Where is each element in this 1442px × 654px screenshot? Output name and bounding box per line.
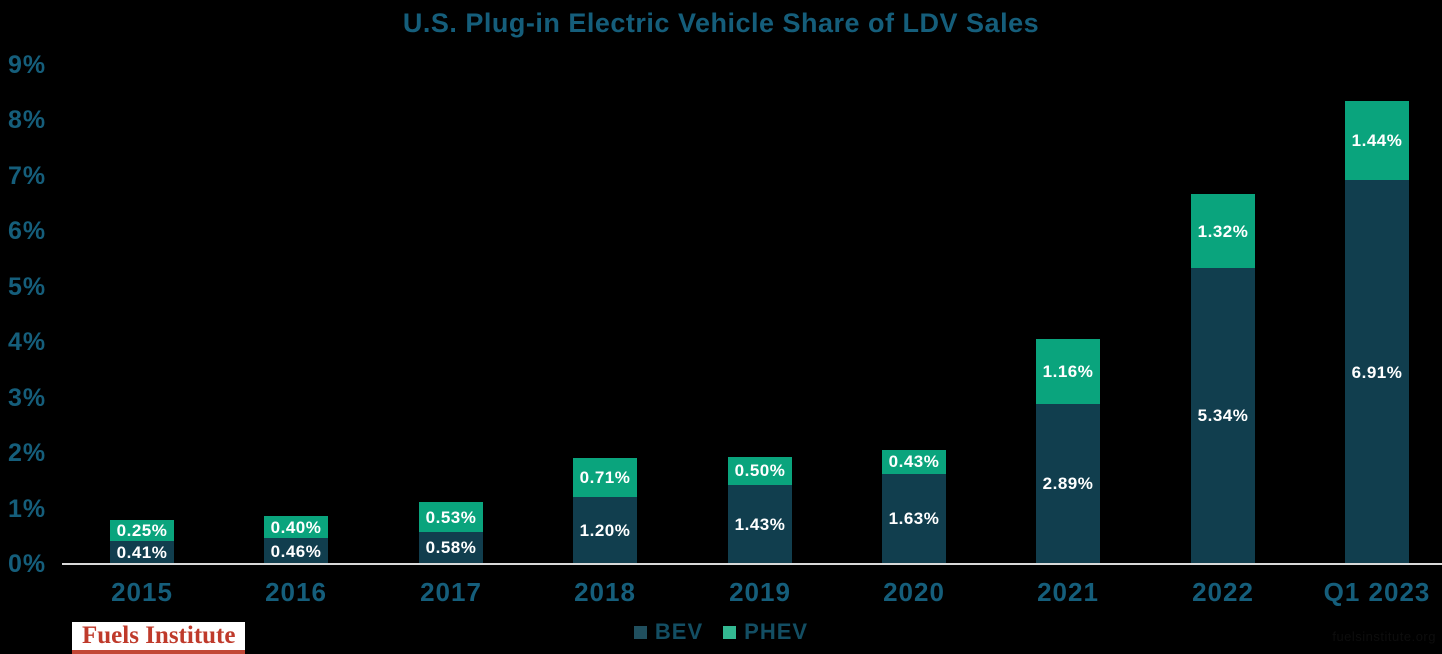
watermark-text: fuelsinstitute.org: [1332, 629, 1436, 644]
y-tick-label: 7%: [8, 161, 47, 190]
bev-data-label: 5.34%: [1191, 405, 1255, 427]
x-tick-label: 2017: [420, 577, 482, 607]
bev-data-label: 0.58%: [419, 537, 483, 559]
legend-item-phev: PHEV: [723, 619, 808, 645]
x-tick-label: 2015: [111, 577, 173, 607]
x-tick-label: 2021: [1037, 577, 1099, 607]
y-tick-label: 4%: [8, 328, 47, 356]
phev-data-label: 0.50%: [728, 460, 792, 482]
x-tick-label: 2016: [265, 577, 327, 607]
phev-data-label: 0.71%: [573, 467, 637, 489]
legend-label: PHEV: [744, 619, 809, 644]
phev-data-label: 1.44%: [1345, 130, 1409, 152]
x-axis-line: [62, 563, 1442, 565]
bev-data-label: 1.43%: [728, 513, 792, 535]
y-tick-label: 8%: [8, 106, 47, 134]
y-tick-label: 1%: [8, 494, 47, 523]
logo-red-strip: [72, 650, 246, 654]
legend-label: BEV: [654, 619, 704, 644]
bev-data-label: 2.89%: [1036, 473, 1100, 495]
phev-data-label: 0.25%: [110, 520, 174, 542]
y-tick-label: 3%: [8, 383, 47, 412]
x-tick-label: Q1 2023: [1323, 577, 1431, 607]
phev-data-label: 1.16%: [1036, 360, 1100, 382]
fuels-institute-logo-text: Fuels Institute: [82, 622, 236, 649]
y-tick-label: 9%: [8, 50, 47, 79]
phev-data-label: 0.40%: [264, 516, 328, 538]
y-tick-label: 0%: [8, 550, 47, 578]
y-tick-label: 6%: [8, 217, 47, 245]
legend: BEV PHEV: [0, 619, 1442, 645]
chart-title: U.S. Plug-in Electric Vehicle Share of L…: [402, 8, 1040, 38]
x-tick-label: 2022: [1192, 577, 1254, 607]
bev-data-label: 6.91%: [1345, 361, 1409, 383]
phev-data-label: 0.53%: [419, 506, 483, 528]
legend-item-bev: BEV: [633, 619, 704, 645]
bev-data-label: 0.41%: [110, 542, 174, 564]
y-tick-label: 5%: [8, 272, 47, 301]
fuels-institute-logo: Fuels Institute: [72, 622, 246, 654]
x-tick-label: 2019: [729, 577, 791, 607]
legend-swatch-bev: [633, 625, 647, 639]
bev-data-label: 0.46%: [264, 540, 328, 562]
y-tick-label: 2%: [8, 439, 47, 467]
bev-data-label: 1.20%: [573, 520, 637, 542]
x-tick-label: 2020: [883, 577, 945, 607]
bev-data-label: 1.63%: [882, 508, 946, 530]
phev-data-label: 0.43%: [882, 451, 946, 473]
x-tick-label: 2018: [574, 577, 636, 607]
legend-swatch-phev: [723, 625, 737, 639]
phev-data-label: 1.32%: [1191, 220, 1255, 242]
